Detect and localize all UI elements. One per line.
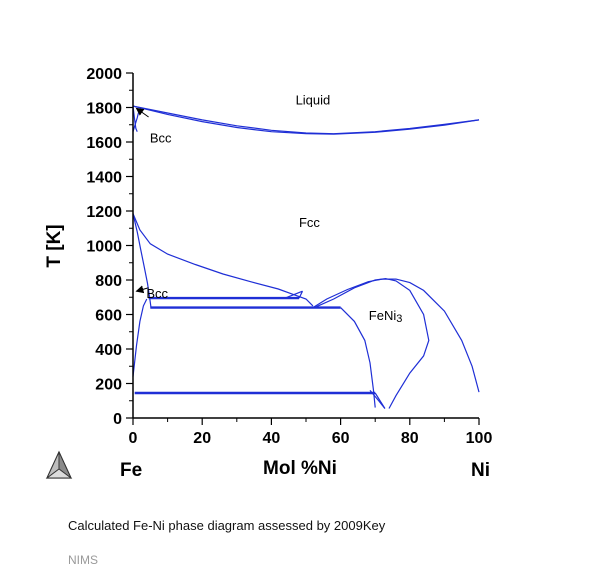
- y-tick-label: 1400: [86, 170, 122, 187]
- phase-boundary-10: [284, 290, 303, 299]
- phase-boundary-1: [132, 105, 480, 135]
- corner-label-fe: Fe: [120, 460, 142, 481]
- annotation-arrow-1: [135, 107, 149, 118]
- region-label-fcc: Fcc: [299, 215, 320, 230]
- footer-source: NIMS: [68, 553, 98, 567]
- y-axis-title: T [K]: [44, 224, 65, 267]
- region-label-feni3: FeNi3: [369, 308, 403, 325]
- region-label-bcc: Bcc: [146, 286, 168, 301]
- annotation-arrow-2: [135, 285, 149, 294]
- y-tick-label: 400: [95, 342, 122, 359]
- region-label-bcc: Bcc: [150, 131, 172, 146]
- phase-boundary-12: [312, 278, 480, 393]
- x-tick-label: 40: [263, 430, 281, 447]
- figure-caption: Calculated Fe-Ni phase diagram assessed …: [68, 518, 386, 533]
- y-tick-label: 0: [113, 411, 122, 428]
- y-tick-label: 600: [95, 308, 122, 325]
- phase-boundary-7: [132, 298, 148, 377]
- phase-boundary-6: [132, 213, 314, 307]
- region-label-liquid: Liquid: [296, 93, 331, 108]
- x-axis-title: Mol %Ni: [263, 458, 337, 479]
- phase-boundary-2: [132, 105, 480, 135]
- y-tick-label: 200: [95, 377, 122, 394]
- x-tick-label: 0: [129, 430, 138, 447]
- phase-boundary-17: [369, 390, 386, 409]
- y-tick-label: 2000: [86, 66, 122, 83]
- thermo-calc-triangle-logo: [45, 450, 73, 479]
- y-tick-label: 1200: [86, 204, 122, 221]
- x-tick-label: 80: [401, 430, 419, 447]
- phase-boundary-13: [316, 277, 430, 409]
- corner-label-ni: Ni: [471, 460, 490, 481]
- x-tick-label: 20: [193, 430, 211, 447]
- y-tick-label: 1000: [86, 239, 122, 256]
- x-tick-label: 60: [332, 430, 350, 447]
- phase-boundary-9: [298, 290, 304, 299]
- y-tick-label: 1600: [86, 135, 122, 152]
- y-tick-label: 1800: [86, 101, 122, 118]
- x-tick-label: 100: [466, 430, 493, 447]
- y-tick-label: 800: [95, 273, 122, 290]
